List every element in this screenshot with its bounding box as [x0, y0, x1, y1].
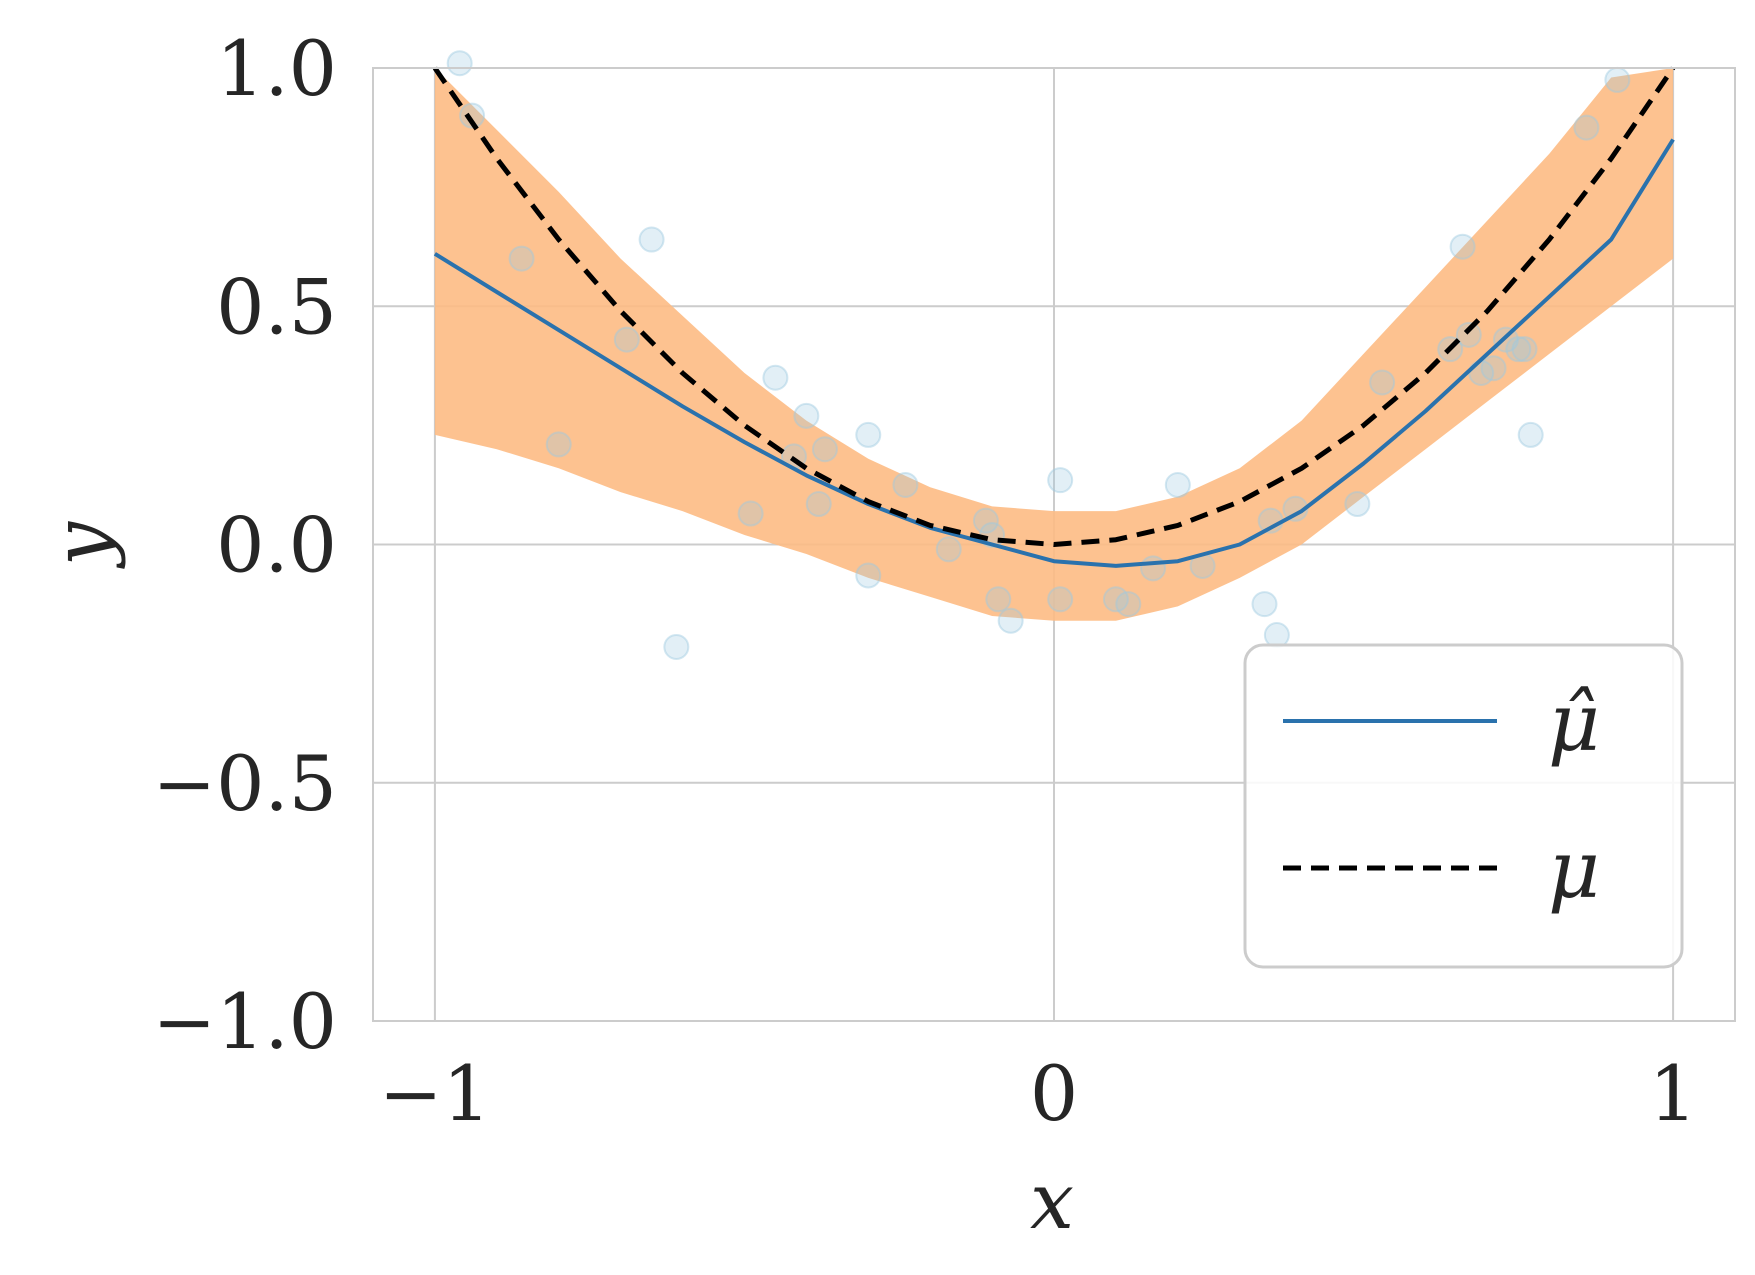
data-point-21: [1047, 467, 1074, 494]
data-point-14: [855, 562, 882, 589]
x-tick-label-1: 0: [1030, 1049, 1078, 1138]
data-point-5: [638, 226, 665, 253]
x-tick-label-0: −1: [379, 1049, 491, 1138]
data-point-29: [1263, 622, 1290, 649]
data-point-19: [985, 586, 1012, 613]
data-point-36: [1455, 321, 1482, 348]
data-point-40: [1505, 336, 1532, 363]
legend-label-mu-hat: μ̂: [1548, 676, 1600, 769]
data-point-41: [1511, 336, 1538, 363]
data-point-1: [459, 102, 486, 129]
data-point-9: [793, 402, 820, 429]
data-point-26: [1164, 471, 1191, 498]
data-point-6: [663, 633, 690, 660]
x-tick-label-2: 1: [1649, 1049, 1697, 1138]
y-tick-labels: 1.0 0.5 0.0 −0.5 −1.0: [152, 24, 337, 1066]
legend-label-mu: μ: [1548, 823, 1600, 916]
data-point-2: [508, 245, 535, 272]
legend: μ̂ μ: [1243, 643, 1684, 969]
x-axis-label: x: [1030, 1157, 1074, 1247]
confidence-band: [434, 68, 1674, 621]
data-point-8: [762, 364, 789, 391]
data-point-16: [935, 536, 962, 563]
y-tick-label-1: 0.5: [216, 262, 337, 351]
series-line-1: [432, 66, 1676, 547]
data-point-17: [972, 507, 999, 534]
data-point-42: [1517, 421, 1544, 448]
data-point-25: [1140, 555, 1167, 582]
data-point-11: [811, 436, 838, 463]
y-tick-label-4: −1.0: [152, 977, 337, 1066]
data-point-0: [446, 50, 473, 77]
band-area: [434, 68, 1674, 621]
series-line-0: [433, 138, 1675, 568]
data-point-4: [613, 326, 640, 353]
series-lines: [432, 66, 1676, 568]
data-point-24: [1115, 591, 1142, 618]
plot-frame: [372, 67, 1736, 1022]
data-point-3: [545, 431, 572, 458]
data-point-15: [892, 471, 919, 498]
data-point-43: [1573, 114, 1600, 141]
data-point-13: [855, 421, 882, 448]
data-point-23: [1102, 586, 1129, 613]
x-tick-labels: −1 0 1: [379, 1049, 1697, 1138]
legend-box: [1243, 643, 1684, 969]
y-tick-label-3: −0.5: [152, 739, 337, 828]
data-point-7: [737, 500, 764, 527]
y-tick-label-2: 0.0: [216, 501, 337, 590]
data-point-12: [805, 490, 832, 517]
data-point-38: [1480, 355, 1507, 382]
data-point-20: [997, 607, 1024, 634]
data-point-22: [1047, 586, 1074, 613]
data-point-34: [1449, 233, 1476, 260]
y-axis-label: y: [37, 521, 127, 569]
data-point-28: [1251, 591, 1278, 618]
data-point-44: [1604, 66, 1631, 93]
data-point-32: [1344, 490, 1371, 517]
data-point-33: [1369, 369, 1396, 396]
y-tick-label-0: 1.0: [216, 24, 337, 113]
